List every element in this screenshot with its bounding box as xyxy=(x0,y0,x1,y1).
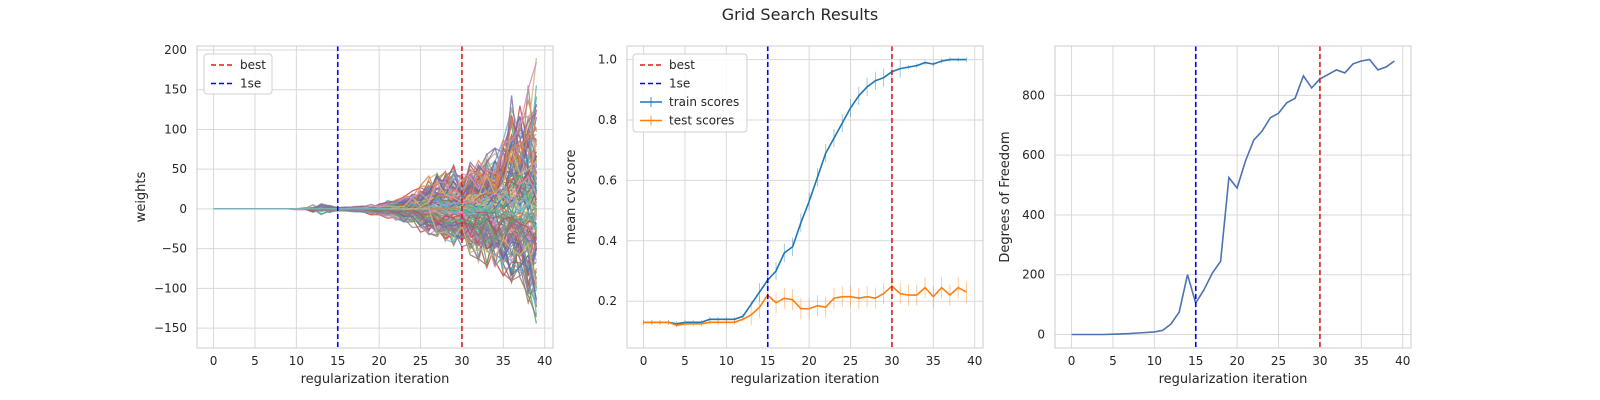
x-tick-label: 5 xyxy=(681,354,689,368)
y-tick-label: 0.8 xyxy=(598,113,617,127)
x-tick-label: 5 xyxy=(1109,354,1117,368)
x-tick-label: 40 xyxy=(1395,354,1410,368)
y-tick-label: 0.4 xyxy=(598,234,617,248)
coefficient-path xyxy=(213,177,538,213)
plot-area xyxy=(1071,58,1395,336)
legend: best 1se train scores test scores xyxy=(632,53,748,133)
x-axis-label: regularization iteration xyxy=(731,372,880,387)
x-tick-label: 30 xyxy=(1312,354,1327,368)
y-tick-label: 200 xyxy=(164,43,187,57)
axes-frame xyxy=(1054,45,1412,349)
x-tick-label: 15 xyxy=(330,354,345,368)
x-tick-label: 35 xyxy=(496,354,511,368)
legend-box xyxy=(632,53,748,133)
x-tick-label: 25 xyxy=(1271,354,1286,368)
y-axis-label: mean cv score xyxy=(564,150,579,245)
y-tick-label: 150 xyxy=(164,83,187,97)
y-tick-label: 400 xyxy=(1022,208,1045,222)
x-tick-label: 35 xyxy=(1354,354,1369,368)
x-tick-label: 30 xyxy=(454,354,469,368)
x-tick-label: 0 xyxy=(1068,354,1076,368)
x-tick-label: 20 xyxy=(371,354,386,368)
dof-panel: 0 5 10 15 20 25 30 35 400200400600800regularizat… xyxy=(998,45,1412,387)
legend-1se-label: 1se xyxy=(669,77,690,91)
y-axis-label: Degrees of Freedom xyxy=(998,131,1013,262)
x-tick-label: 10 xyxy=(719,354,734,368)
x-tick-label: 40 xyxy=(967,354,982,368)
y-tick-label: −50 xyxy=(162,242,187,256)
x-tick-label: 40 xyxy=(537,354,552,368)
x-tick-label: 35 xyxy=(926,354,941,368)
legend-train-label: train scores xyxy=(669,95,739,109)
y-tick-label: 200 xyxy=(1022,268,1045,282)
x-tick-label: 20 xyxy=(801,354,816,368)
weights-panel: 0 5 10 15 20 25 30 35 40 −150 −100 −50 0 50 100 150 200 r… xyxy=(134,43,554,387)
x-tick-label: 15 xyxy=(760,354,775,368)
y-tick-label: 50 xyxy=(172,162,187,176)
plot-area xyxy=(643,57,967,328)
y-tick-label: 100 xyxy=(164,122,187,136)
x-tick-label: 5 xyxy=(251,354,259,368)
cv-score-panel: 0 5 10 15 20 25 30 35 40 0.2 0.4 0.6 0.8 1.0 regulariz… xyxy=(564,45,984,387)
x-tick-label: 20 xyxy=(1229,354,1244,368)
y-axis-label: weights xyxy=(134,171,149,222)
y-tick-label: 800 xyxy=(1022,88,1045,102)
legend-best-label: best xyxy=(240,58,266,72)
legend-1se-label: 1se xyxy=(240,77,261,91)
plot-area xyxy=(213,57,538,324)
x-tick-label: 0 xyxy=(640,354,648,368)
y-tick-label: −150 xyxy=(154,321,187,335)
y-tick-label: 0 xyxy=(1037,328,1045,342)
x-axis-label: regularization iteration xyxy=(1159,372,1308,387)
legend: best 1se xyxy=(203,53,273,95)
x-tick-label: 30 xyxy=(884,354,899,368)
x-tick-label: 10 xyxy=(289,354,304,368)
x-tick-label: 25 xyxy=(413,354,428,368)
x-axis-label: regularization iteration xyxy=(301,372,450,387)
legend-best-label: best xyxy=(669,58,695,72)
y-tick-label: −100 xyxy=(154,281,187,295)
y-tick-label: 0.6 xyxy=(598,173,617,187)
test-scores-line xyxy=(643,285,967,327)
y-tick-label: 600 xyxy=(1022,148,1045,162)
x-tick-label: 25 xyxy=(843,354,858,368)
dof-line xyxy=(1071,58,1395,336)
y-tick-label: 1.0 xyxy=(598,53,617,67)
x-tick-label: 10 xyxy=(1147,354,1162,368)
y-tick-label: 0 xyxy=(179,202,187,216)
x-tick-label: 0 xyxy=(210,354,218,368)
x-tick-label: 15 xyxy=(1188,354,1203,368)
axes-frame xyxy=(626,45,984,349)
axes-frame xyxy=(196,45,554,349)
legend-test-label: test scores xyxy=(669,114,734,128)
train-scores-line xyxy=(643,58,967,325)
y-tick-label: 0.2 xyxy=(598,294,617,308)
figure-title: Grid Search Results xyxy=(722,5,879,24)
